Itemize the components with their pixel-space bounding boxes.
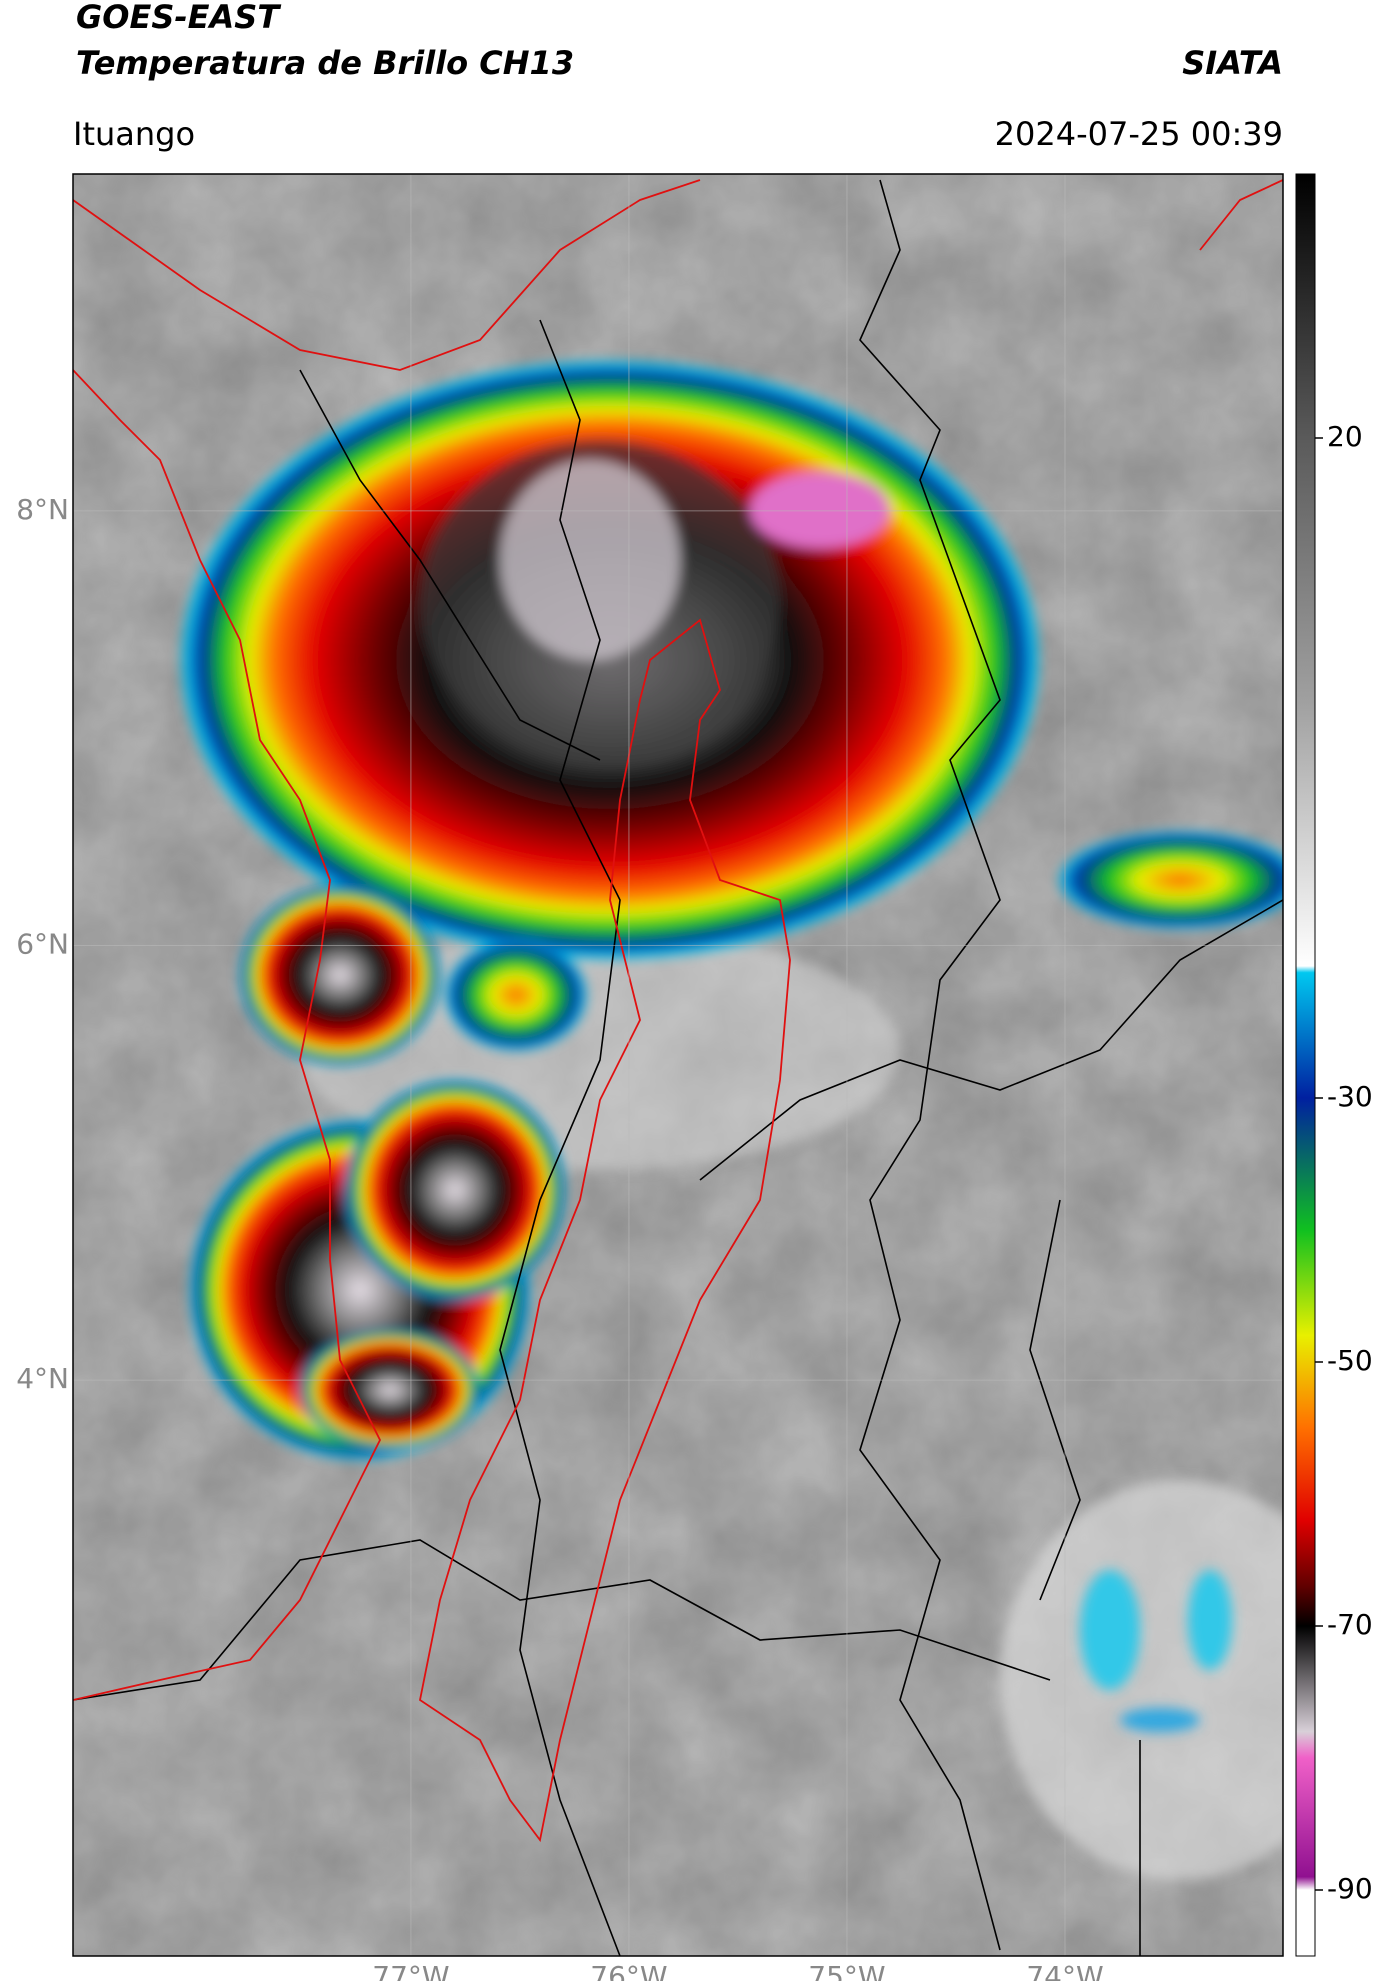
storm [240,885,440,1065]
colorbar-tick-label: -70 [1327,1608,1373,1641]
border [73,1539,1051,1701]
organization: SIATA [1182,44,1283,82]
y-tick-label: 4°N [16,1362,69,1395]
ituango-region [418,618,791,1843]
map [73,174,1283,1956]
cell [1120,1708,1200,1732]
location: Ituango [73,115,195,153]
title: GOES-EAST [76,0,281,36]
x-tick-label: 77°W [372,1960,449,1981]
grid [73,174,1283,1956]
colorbar-tick-label: -90 [1327,1872,1373,1905]
storm [345,1080,565,1300]
red-borders [73,179,1283,1843]
x-tick-label: 74°W [1026,1960,1103,1981]
borders [73,179,1283,1956]
border [299,369,601,761]
cell [1188,1570,1232,1670]
y-tick-label: 8°N [16,493,69,526]
colorbar-tick-label: -50 [1327,1344,1373,1377]
frame [72,173,1284,1957]
storm [446,940,586,1050]
storm [300,1330,480,1450]
core [750,472,890,548]
x-tick-label: 76°W [590,1960,667,1981]
coast [73,179,701,371]
storm [1060,832,1283,928]
coast [1199,179,1283,251]
clouds [180,360,1283,1732]
border [499,319,621,1956]
colorbar-tick-label: 20 [1327,420,1363,453]
x-tick-label: 75°W [808,1960,885,1981]
cell [1080,1570,1140,1690]
colorbar-tick-label: -30 [1327,1080,1373,1113]
border [699,899,1283,1181]
border [859,179,1001,1951]
y-tick-label: 6°N [16,927,69,960]
coast [73,369,382,1701]
core [500,460,680,660]
subtitle: Temperatura de Brillo CH13 [76,44,574,82]
colorbar [1295,173,1316,1957]
datetime: 2024-07-25 00:39 [995,115,1283,153]
border [1029,1199,1081,1601]
